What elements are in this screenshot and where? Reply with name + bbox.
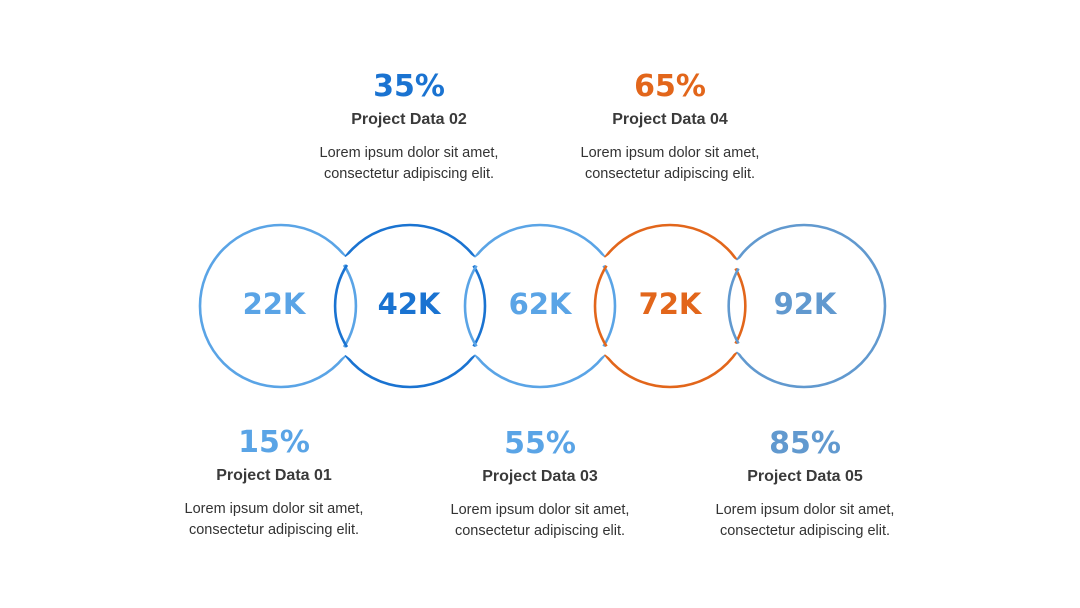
project-05-percent: 85% [769, 426, 841, 461]
project-data-01: 15% Project Data 01 Lorem ipsum dolor si… [159, 424, 389, 541]
ring-4-inner-arc [593, 264, 608, 348]
project-02-desc-line-2: consectetur adipiscing elit. [323, 166, 495, 182]
project-02-description: Lorem ipsum dolor sit amet, consectetur … [294, 143, 524, 185]
ring-link-2 [452, 253, 498, 359]
ring-link-1 [322, 252, 369, 360]
project-01-title: Project Data 01 [216, 467, 332, 484]
ring-2-value: 42K [377, 287, 441, 321]
ring-5-inner-arc [727, 267, 740, 345]
project-03-desc-line-2: consectetur adipiscing elit. [454, 523, 626, 539]
ring-5-value: 92K [773, 287, 837, 321]
project-04-percent: 65% [634, 69, 706, 104]
project-01-description: Lorem ipsum dolor sit amet, consectetur … [159, 499, 389, 541]
project-04-title: Project Data 04 [612, 111, 728, 128]
ring-4-value: 72K [638, 287, 702, 321]
project-data-03: 55% Project Data 03 Lorem ipsum dolor si… [425, 425, 655, 542]
project-05-title: Project Data 05 [747, 468, 863, 485]
ring-3-inner-arc [602, 264, 617, 348]
project-05-desc-line-1: Lorem ipsum dolor sit amet, [715, 502, 895, 518]
project-03-desc-line-1: Lorem ipsum dolor sit amet, [450, 502, 630, 518]
ring-3-inner-arc [463, 264, 478, 348]
ring-3-value: 62K [508, 287, 572, 321]
project-data-05: 85% Project Data 05 Lorem ipsum dolor si… [690, 425, 920, 542]
ring-link-4 [716, 256, 758, 356]
ring-link-3 [582, 253, 628, 359]
project-data-04: 65% Project Data 04 Lorem ipsum dolor si… [555, 68, 785, 185]
ring-2-inner-arc [333, 264, 349, 348]
project-03-description: Lorem ipsum dolor sit amet, consectetur … [425, 500, 655, 542]
project-05-desc-line-2: consectetur adipiscing elit. [719, 523, 891, 539]
ring-1-value: 22K [242, 287, 306, 321]
project-01-desc-line-2: consectetur adipiscing elit. [188, 522, 360, 538]
project-02-desc-line-1: Lorem ipsum dolor sit amet, [319, 145, 499, 161]
project-04-description: Lorem ipsum dolor sit amet, consectetur … [555, 143, 785, 185]
project-02-percent: 35% [373, 69, 445, 104]
ring-2-inner-arc [472, 264, 487, 348]
project-01-desc-line-1: Lorem ipsum dolor sit amet, [184, 501, 364, 517]
project-04-desc-line-1: Lorem ipsum dolor sit amet, [580, 145, 760, 161]
project-04-desc-line-2: consectetur adipiscing elit. [584, 166, 756, 182]
ring-1-inner-arc [342, 264, 358, 348]
project-data-02: 35% Project Data 02 Lorem ipsum dolor si… [294, 68, 524, 185]
ring-4-inner-arc [734, 267, 747, 345]
project-01-percent: 15% [238, 425, 310, 460]
project-03-title: Project Data 03 [482, 468, 598, 485]
project-02-title: Project Data 02 [351, 111, 467, 128]
project-03-percent: 55% [504, 426, 576, 461]
project-05-description: Lorem ipsum dolor sit amet, consectetur … [690, 500, 920, 542]
